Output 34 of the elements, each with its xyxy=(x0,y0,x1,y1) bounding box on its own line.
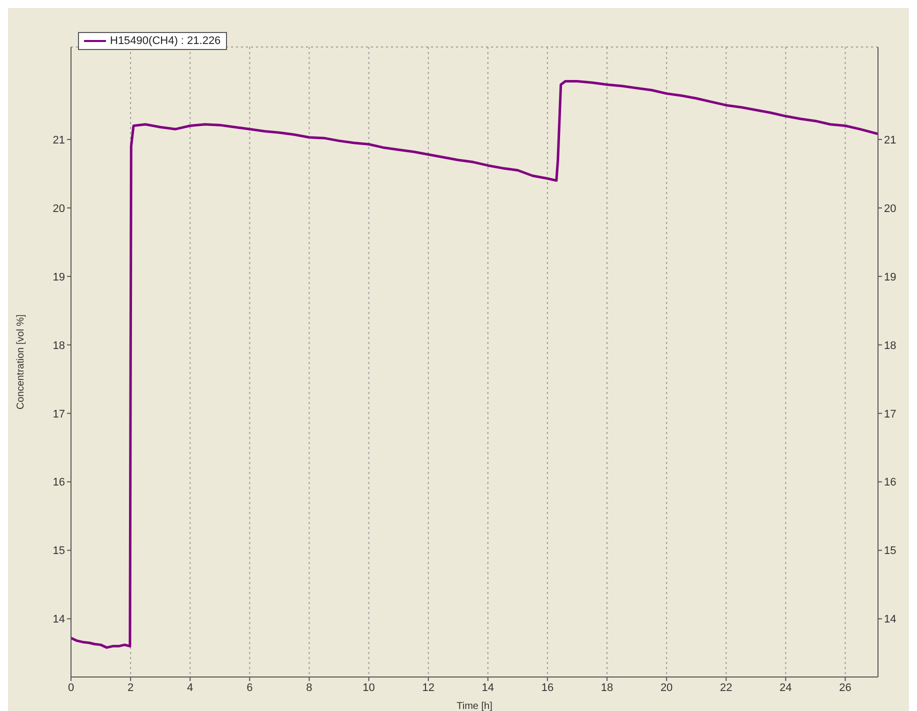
y2-tick-label: 20 xyxy=(884,202,896,215)
x-tick-label: 14 xyxy=(482,682,494,694)
x-tick-label: 20 xyxy=(660,682,673,694)
y-tick-label: 14 xyxy=(52,614,65,626)
y2-tick-label: 17 xyxy=(884,408,896,420)
y-tick-label: 15 xyxy=(52,545,65,558)
x-tick-label: 18 xyxy=(600,682,614,694)
y-axis-title: Concentration [vol %] xyxy=(16,314,27,410)
y2-tick-label: 18 xyxy=(884,340,896,352)
x-tick-label: 4 xyxy=(187,682,194,694)
x-tick-label: 2 xyxy=(127,682,134,694)
x-tick-label: 10 xyxy=(362,682,375,694)
y2-tick-label: 14 xyxy=(884,614,896,626)
x-tick-label: 16 xyxy=(541,682,554,694)
x-tick-label: 6 xyxy=(246,682,253,694)
y-tick-label: 16 xyxy=(52,476,65,489)
x-tick-label: 0 xyxy=(68,682,74,694)
y2-tick-label: 15 xyxy=(884,545,896,558)
x-tick-label: 24 xyxy=(780,682,792,694)
x-tick-label: 22 xyxy=(720,682,732,694)
y2-tick-label: 21 xyxy=(884,134,896,146)
y2-tick-label: 16 xyxy=(884,476,896,489)
x-axis-title: Time [h] xyxy=(456,701,493,711)
y2-tick-label: 19 xyxy=(884,271,896,284)
y-tick-label: 19 xyxy=(52,271,65,284)
line-series xyxy=(71,80,878,649)
legend-label: H15490(CH4) : 21.226 xyxy=(110,35,221,47)
y-tick-label: 21 xyxy=(52,134,65,146)
x-tick-label: 26 xyxy=(839,682,852,694)
x-tick-label: 8 xyxy=(306,682,312,694)
y-tick-label: 17 xyxy=(52,408,65,420)
y-tick-label: 20 xyxy=(52,202,65,215)
y-tick-label: 18 xyxy=(52,340,65,352)
x-tick-label: 12 xyxy=(422,682,434,694)
